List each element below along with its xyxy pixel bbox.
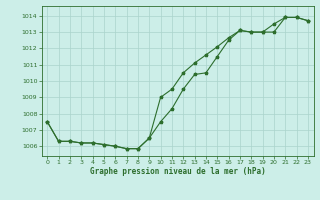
X-axis label: Graphe pression niveau de la mer (hPa): Graphe pression niveau de la mer (hPa) [90, 167, 266, 176]
